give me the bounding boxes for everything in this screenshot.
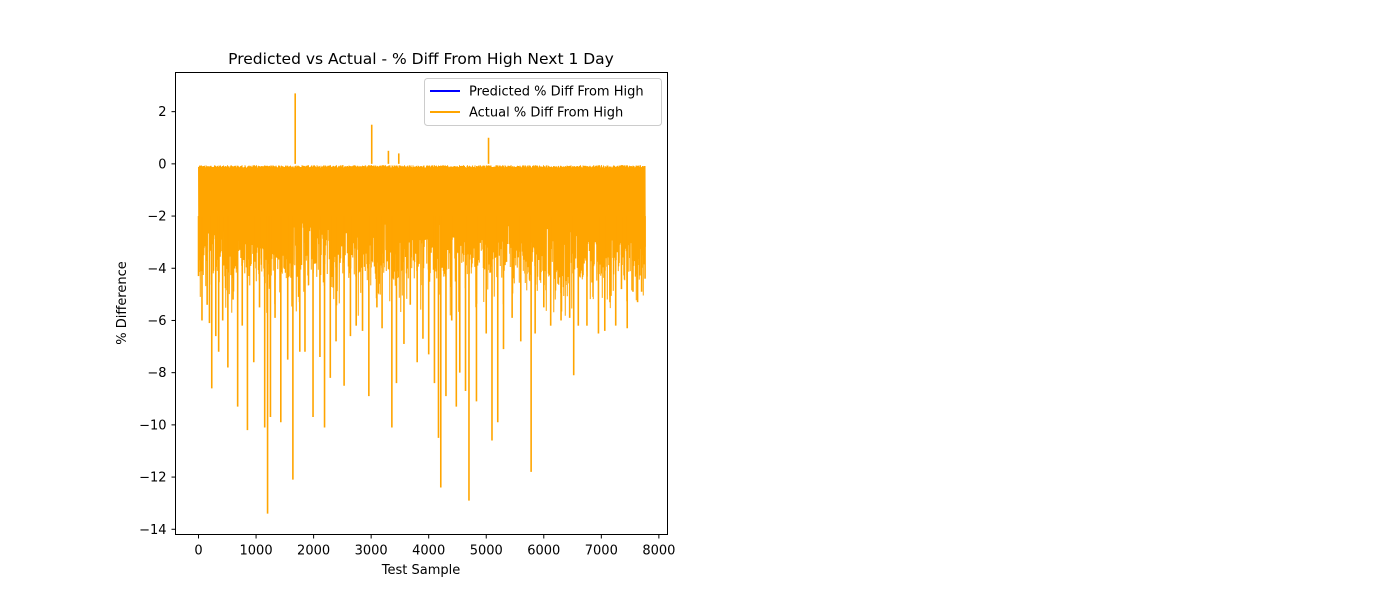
x-tick-label: 6000 [527,544,560,559]
x-tick-label: 4000 [412,544,445,559]
x-tick-label: 0 [194,544,202,559]
y-axis-label: % Difference [115,261,130,345]
x-tick-label: 5000 [470,544,503,559]
x-tick-label: 7000 [585,544,618,559]
y-tick-label: 0 [158,157,166,172]
actual-series-line [198,165,646,316]
x-tick-label: 8000 [642,544,675,559]
y-axis: −14 −12 −10 −8 −6 −4 −2 0 2 [139,105,176,538]
legend-label-actual: Actual % Diff From High [469,106,623,121]
x-tick-label: 1000 [240,544,273,559]
y-tick-label: −4 [147,262,166,277]
chart-title: Predicted vs Actual - % Diff From High N… [228,50,614,68]
y-tick-label: −12 [139,471,166,486]
x-tick-label: 3000 [355,544,388,559]
x-tick-label: 2000 [297,544,330,559]
series-layer [197,93,646,514]
x-axis-label: Test Sample [381,563,460,578]
x-axis: 0 1000 2000 3000 4000 5000 6000 7000 8000 [194,534,675,559]
legend-label-predicted: Predicted % Diff From High [469,85,644,100]
y-tick-label: −14 [139,523,166,538]
y-tick-label: −6 [147,314,166,329]
y-tick-label: −2 [147,210,166,225]
y-tick-label: −8 [147,366,166,381]
y-tick-label: 2 [158,105,166,120]
legend: Predicted % Diff From High Actual % Diff… [424,78,662,126]
plot-area [175,72,668,535]
legend-box [424,78,662,126]
y-tick-label: −10 [139,418,166,433]
